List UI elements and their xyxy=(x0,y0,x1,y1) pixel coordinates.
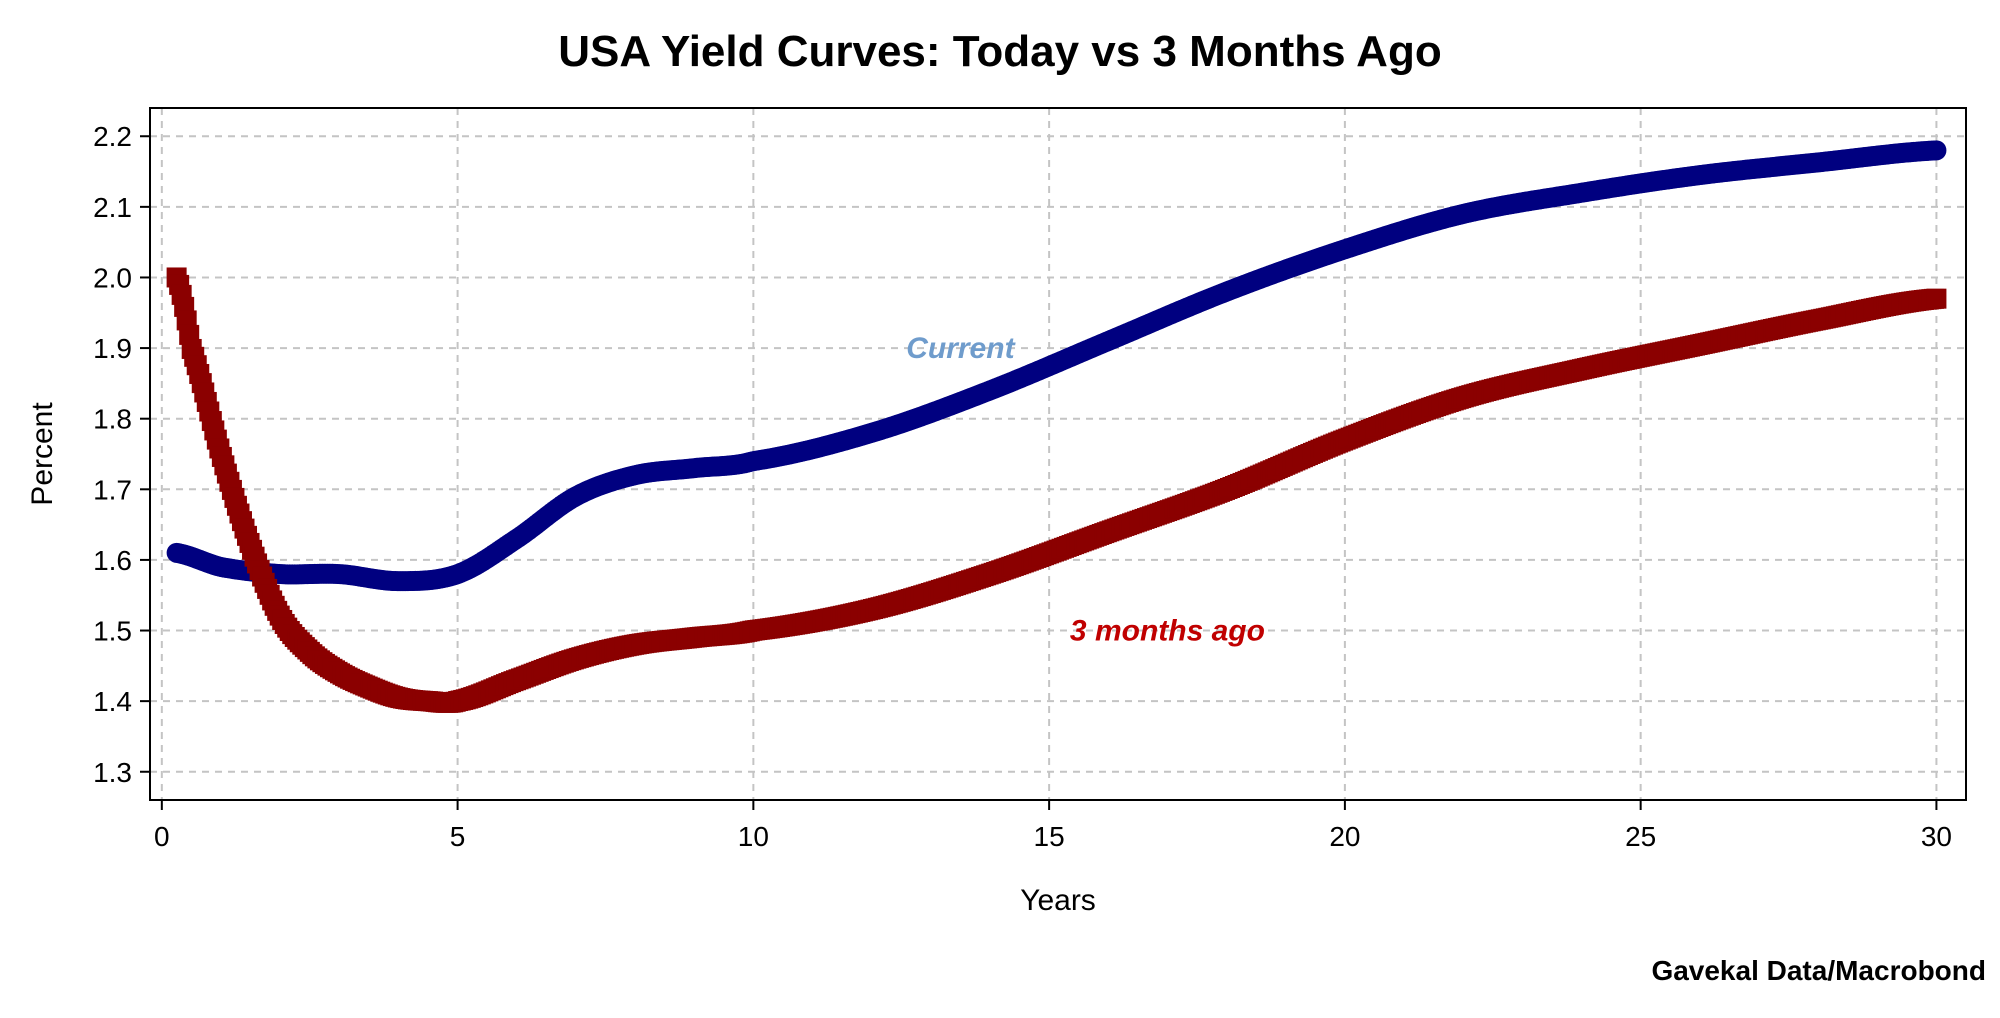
series-3-months-ago xyxy=(166,267,1947,713)
series-annotation: Current xyxy=(906,332,1016,365)
series-current xyxy=(166,140,1947,592)
y-axis: 1.3 1.4 1.5 1.6 1.7 1.8 1.9 2.0 2.1 2.2 xyxy=(93,121,150,788)
x-tick-label: 10 xyxy=(738,821,769,852)
y-tick-label: 1.3 xyxy=(93,757,132,788)
x-tick-label: 5 xyxy=(450,821,466,852)
y-tick-label: 1.8 xyxy=(93,404,132,435)
y-axis-label: Percent xyxy=(26,402,59,506)
y-tick-label: 1.7 xyxy=(93,474,132,505)
series-marker xyxy=(1926,140,1947,161)
x-tick-label: 20 xyxy=(1329,821,1360,852)
y-tick-label: 2.1 xyxy=(93,192,132,223)
y-tick-label: 1.4 xyxy=(93,686,132,717)
y-tick-label: 1.6 xyxy=(93,545,132,576)
y-tick-label: 2.0 xyxy=(93,262,132,293)
x-tick-label: 15 xyxy=(1034,821,1065,852)
source-note: Gavekal Data/Macrobond xyxy=(1651,955,1986,986)
series-marker xyxy=(1926,288,1947,309)
y-tick-label: 1.5 xyxy=(93,616,132,647)
x-tick-label: 25 xyxy=(1625,821,1656,852)
series-annotation: 3 months ago xyxy=(1070,615,1265,648)
x-axis-label: Years xyxy=(1020,884,1096,917)
plot-frame xyxy=(149,107,1967,801)
annotations: Current 3 months ago xyxy=(906,332,1265,647)
x-axis: 0 5 10 15 20 25 30 xyxy=(154,800,1952,852)
x-tick-label: 30 xyxy=(1921,821,1952,852)
y-tick-label: 2.2 xyxy=(93,121,132,152)
series-layer xyxy=(166,140,1947,713)
chart-title: USA Yield Curves: Today vs 3 Months Ago xyxy=(558,27,1441,76)
y-tick-label: 1.9 xyxy=(93,333,132,364)
x-tick-label: 0 xyxy=(154,821,170,852)
